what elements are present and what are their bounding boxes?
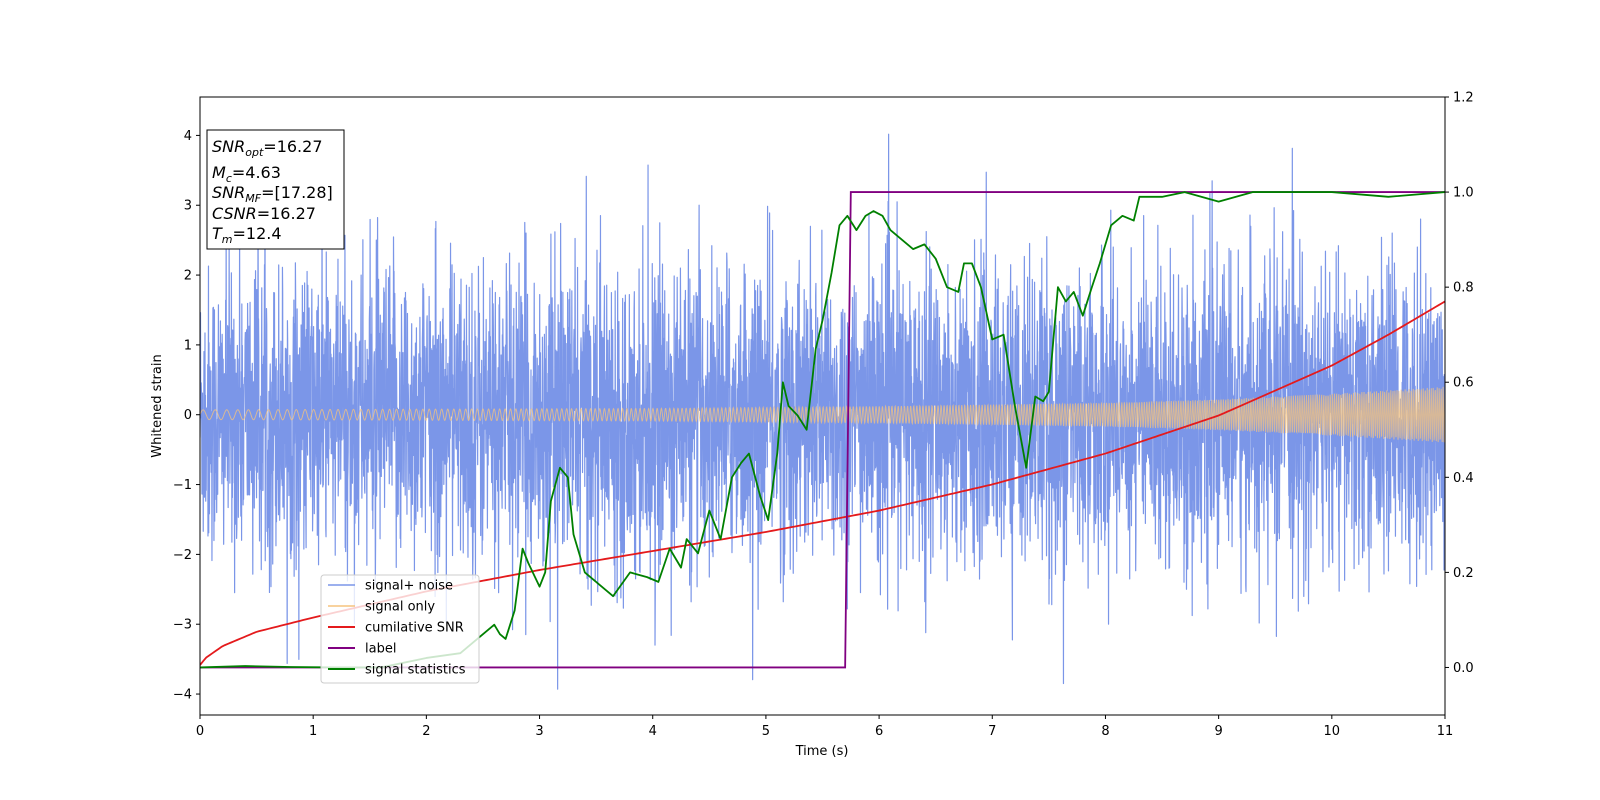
x-axis-label: Time (s) <box>795 744 849 759</box>
legend-label: signal+ noise <box>365 579 453 594</box>
x-tick-label: 9 <box>1214 724 1222 739</box>
y2-tick-label: 1.2 <box>1453 91 1474 106</box>
y-tick-label: 3 <box>184 199 192 214</box>
y-tick-label: 4 <box>184 129 192 144</box>
y-axis-right: 1.2 1.0 0.8 0.6 0.4 0.2 0.0 <box>1445 91 1474 676</box>
y2-tick-label: 0.6 <box>1453 376 1474 391</box>
info-mc: Mc=4.63 <box>212 163 281 185</box>
plot-frame <box>199 96 1446 716</box>
info-box-frame <box>206 129 345 250</box>
info-csnr: CSNR=16.27 <box>212 204 316 223</box>
y-tick-label: 0 <box>184 408 192 423</box>
legend-frame <box>320 574 480 684</box>
series-label <box>200 191 1445 669</box>
y-tick-label: −4 <box>173 688 192 703</box>
x-tick-label: 1 <box>309 724 317 739</box>
y2-tick-label: 0.2 <box>1453 566 1474 581</box>
y-tick-label: 1 <box>184 338 192 353</box>
y2-tick-label: 0.0 <box>1453 661 1474 676</box>
y2-tick-label: 0.4 <box>1453 471 1474 486</box>
legend-label: signal only <box>365 600 435 615</box>
x-tick-label: 8 <box>1101 724 1109 739</box>
series-signal-noise <box>200 133 1445 690</box>
legend-label: signal statistics <box>365 663 466 678</box>
info-tm: Tm=12.4 <box>212 224 282 246</box>
series-signal-only <box>200 386 1445 443</box>
legend-label: cumilative SNR <box>365 621 464 636</box>
x-axis: 0 1 2 3 4 5 6 7 8 9 10 11 <box>196 715 1453 739</box>
info-snr-opt: SNRopt=16.27 <box>212 137 323 159</box>
y-axis-left: 4 3 2 1 0 −1 −2 −3 −4 <box>173 129 200 703</box>
y2-tick-label: 0.8 <box>1453 281 1474 296</box>
x-tick-label: 11 <box>1437 724 1454 739</box>
legend: signal+ noise signal only cumilative SNR la… <box>320 574 480 684</box>
x-tick-label: 3 <box>535 724 543 739</box>
x-tick-label: 4 <box>649 724 657 739</box>
y-tick-label: −1 <box>173 478 192 493</box>
x-tick-label: 2 <box>422 724 430 739</box>
x-tick-label: 6 <box>875 724 883 739</box>
y2-tick-label: 1.0 <box>1453 186 1474 201</box>
x-tick-label: 10 <box>1324 724 1341 739</box>
series-signal-statistics <box>200 191 1445 669</box>
legend-label: label <box>365 642 396 657</box>
x-tick-label: 7 <box>988 724 996 739</box>
y-tick-label: −3 <box>173 618 192 633</box>
y-tick-label: 2 <box>184 269 192 284</box>
x-tick-label: 0 <box>196 724 204 739</box>
y-tick-label: −2 <box>173 548 192 563</box>
x-tick-label: 5 <box>762 724 770 739</box>
y-axis-label: Whitened strain <box>150 354 165 457</box>
info-box: SNRopt=16.27 Mc=4.63 SNRMF=[17.28] CSNR=… <box>206 129 345 250</box>
info-snr-mf: SNRMF=[17.28] <box>212 183 333 205</box>
